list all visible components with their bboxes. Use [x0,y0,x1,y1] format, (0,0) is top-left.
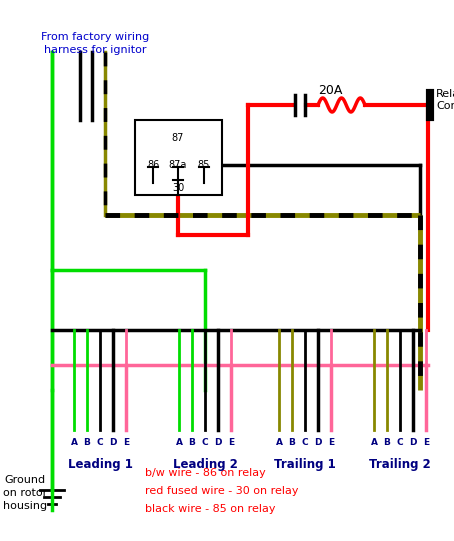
Text: E: E [123,438,129,447]
Text: E: E [423,438,429,447]
Text: C: C [397,438,403,447]
Text: 20A: 20A [318,83,342,96]
Text: D: D [409,438,417,447]
Text: B: B [384,438,390,447]
Text: 87a: 87a [169,160,187,170]
Text: D: D [314,438,322,447]
Text: red fused wire - 30 on relay: red fused wire - 30 on relay [145,486,298,496]
Text: 86: 86 [147,160,159,170]
Text: 87: 87 [172,133,184,143]
Bar [135,120,222,195]
Text: D: D [214,438,222,447]
Text: b/w wire - 86 on relay: b/w wire - 86 on relay [145,468,266,478]
Text: D: D [109,438,117,447]
Text: black wire - 85 on relay: black wire - 85 on relay [145,504,276,514]
Text: E: E [328,438,334,447]
Text: A: A [276,438,282,447]
Text: A: A [370,438,377,447]
Text: C: C [202,438,208,447]
Text: 85: 85 [198,160,210,170]
Text: Trailing 1: Trailing 1 [274,458,336,471]
Text: 30: 30 [172,183,184,193]
Text: Relay
Contact: Relay Contact [436,89,454,111]
Text: Trailing 2: Trailing 2 [369,458,431,471]
Text: B: B [84,438,90,447]
Text: A: A [70,438,78,447]
Text: A: A [176,438,183,447]
Text: E: E [228,438,234,447]
Text: C: C [97,438,104,447]
Text: B: B [289,438,296,447]
Text: From factory wiring
harness for ignitor: From factory wiring harness for ignitor [41,32,149,55]
Text: C: C [302,438,308,447]
Text: Ground
on rotor
housing: Ground on rotor housing [3,475,47,511]
Text: B: B [188,438,195,447]
Text: Leading 2: Leading 2 [173,458,237,471]
Text: Leading 1: Leading 1 [68,458,133,471]
